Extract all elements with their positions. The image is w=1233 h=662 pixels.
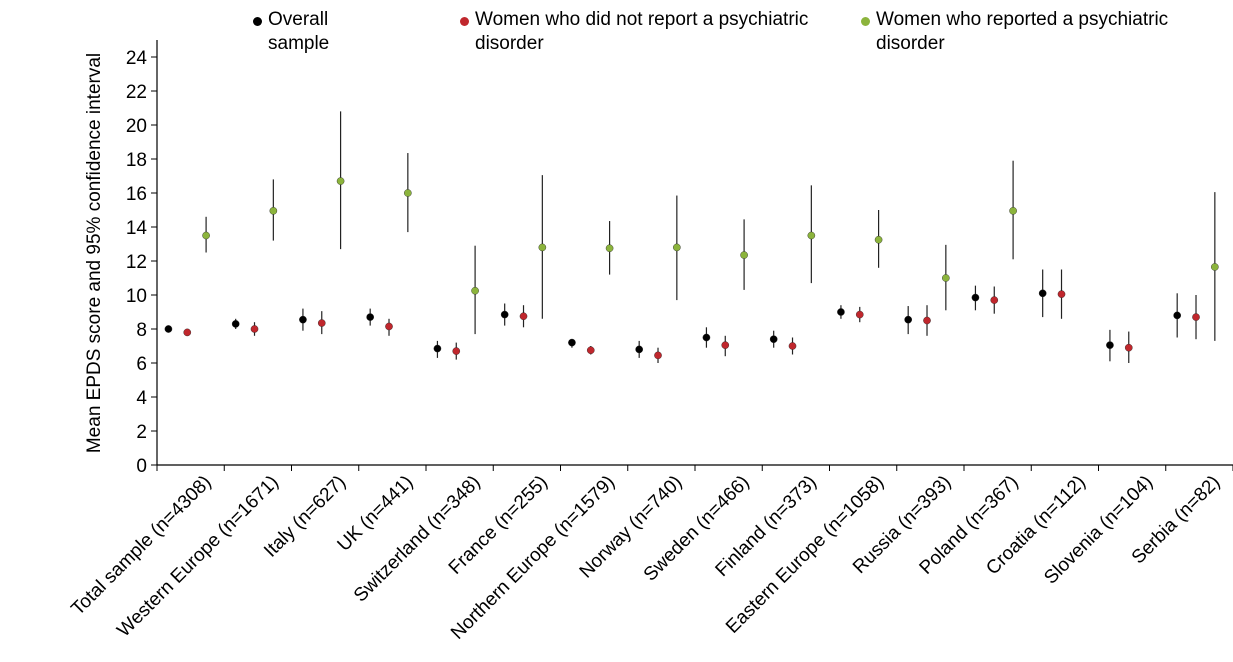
point-overall <box>769 335 778 344</box>
point-overall <box>702 333 711 342</box>
point-no-disorder <box>990 296 999 304</box>
y-tick-label: 4 <box>136 388 147 409</box>
y-tick-label: 20 <box>126 116 147 137</box>
point-no-disorder <box>654 351 662 360</box>
point-disorder <box>471 286 479 295</box>
y-tick-label: 6 <box>136 354 147 375</box>
point-disorder <box>874 235 883 244</box>
point-overall <box>299 315 307 324</box>
axes <box>156 40 1233 466</box>
point-overall <box>231 320 240 328</box>
point-no-disorder <box>721 341 730 349</box>
x-ticks: Total sample (n=4308)Western Europe (n=1… <box>67 465 1233 644</box>
point-disorder <box>942 274 950 282</box>
point-disorder <box>740 251 748 259</box>
point-disorder <box>269 207 278 215</box>
data-marks <box>164 111 1219 363</box>
y-tick-label: 12 <box>126 252 147 273</box>
legend-marker-disorder <box>861 17 870 26</box>
point-no-disorder <box>1124 343 1133 352</box>
y-tick-label: 14 <box>126 218 148 239</box>
point-no-disorder <box>788 342 797 350</box>
legend-label-no-disorder: Women who did not report a psychiatric d… <box>475 9 809 54</box>
point-overall <box>971 293 980 302</box>
point-no-disorder <box>586 346 595 355</box>
y-tick-label: 24 <box>126 48 148 69</box>
point-overall <box>366 313 374 321</box>
point-disorder <box>673 243 681 252</box>
y-tick-label: 16 <box>126 184 147 205</box>
point-no-disorder <box>855 310 864 319</box>
point-disorder <box>404 189 412 197</box>
point-disorder <box>807 231 816 240</box>
point-no-disorder <box>452 347 461 355</box>
y-axis-label: Mean EPDS score and 95% confidence inter… <box>84 53 105 453</box>
point-overall <box>433 344 442 353</box>
point-no-disorder <box>317 319 326 327</box>
point-no-disorder <box>385 322 393 331</box>
point-overall <box>164 325 173 333</box>
point-disorder <box>538 243 547 252</box>
y-tick-label: 10 <box>126 286 147 307</box>
y-tick-label: 0 <box>136 456 147 477</box>
y-tick-label: 22 <box>126 82 147 103</box>
point-disorder <box>202 231 210 240</box>
point-no-disorder <box>1057 290 1066 298</box>
point-overall <box>500 310 509 319</box>
point-overall <box>568 338 576 347</box>
point-overall <box>635 345 643 354</box>
y-tick-label: 8 <box>136 320 147 341</box>
point-no-disorder <box>519 312 528 321</box>
point-overall <box>837 308 845 316</box>
y-tick-label: 2 <box>136 422 147 443</box>
y-tick-label: 18 <box>126 150 147 171</box>
point-overall <box>904 315 912 324</box>
legend-label-overall: Overall sample <box>268 9 330 54</box>
point-no-disorder <box>250 325 259 333</box>
legend-marker-overall <box>253 17 262 26</box>
point-disorder <box>336 177 345 185</box>
point-overall <box>1173 311 1181 320</box>
point-disorder <box>1009 207 1017 215</box>
x-tick-label: Switzerland (n=348) <box>350 472 485 607</box>
point-no-disorder <box>923 316 931 325</box>
legend-label-disorder: Women who reported a psychiatric disorde… <box>876 9 1169 54</box>
point-no-disorder <box>1192 313 1200 321</box>
point-no-disorder <box>183 328 192 337</box>
point-disorder <box>1211 263 1219 271</box>
point-overall <box>1106 341 1114 349</box>
point-overall <box>1038 289 1047 298</box>
point-disorder <box>605 244 614 253</box>
legend-marker-no-disorder <box>460 17 469 26</box>
